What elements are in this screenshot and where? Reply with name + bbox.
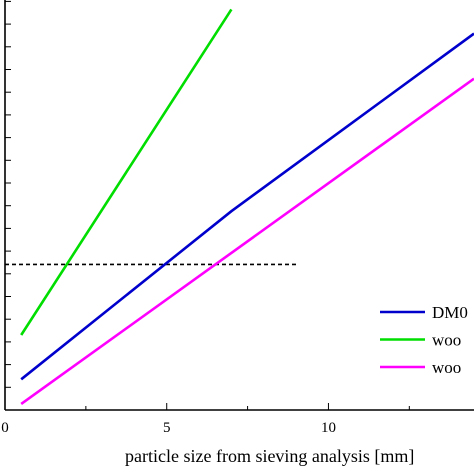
x-tick-label: 10 bbox=[321, 420, 336, 436]
legend-label: woo bbox=[432, 358, 461, 377]
series-line-2 bbox=[20, 8, 233, 336]
series-line-3 bbox=[20, 77, 474, 405]
series-layer bbox=[20, 8, 474, 405]
x-tick-label: 5 bbox=[163, 420, 171, 436]
x-axis-ticks: 0 5 10 bbox=[1, 403, 410, 436]
x-tick-label: 0 bbox=[1, 420, 9, 436]
plot-area bbox=[4, 0, 474, 411]
x-axis-title: particle size from sieving analysis [mm] bbox=[125, 446, 414, 466]
legend-label: DM0 bbox=[432, 303, 468, 322]
legend: DM0 woo woo bbox=[380, 303, 468, 377]
legend-label: woo bbox=[432, 331, 461, 350]
series-line-1 bbox=[20, 32, 474, 381]
